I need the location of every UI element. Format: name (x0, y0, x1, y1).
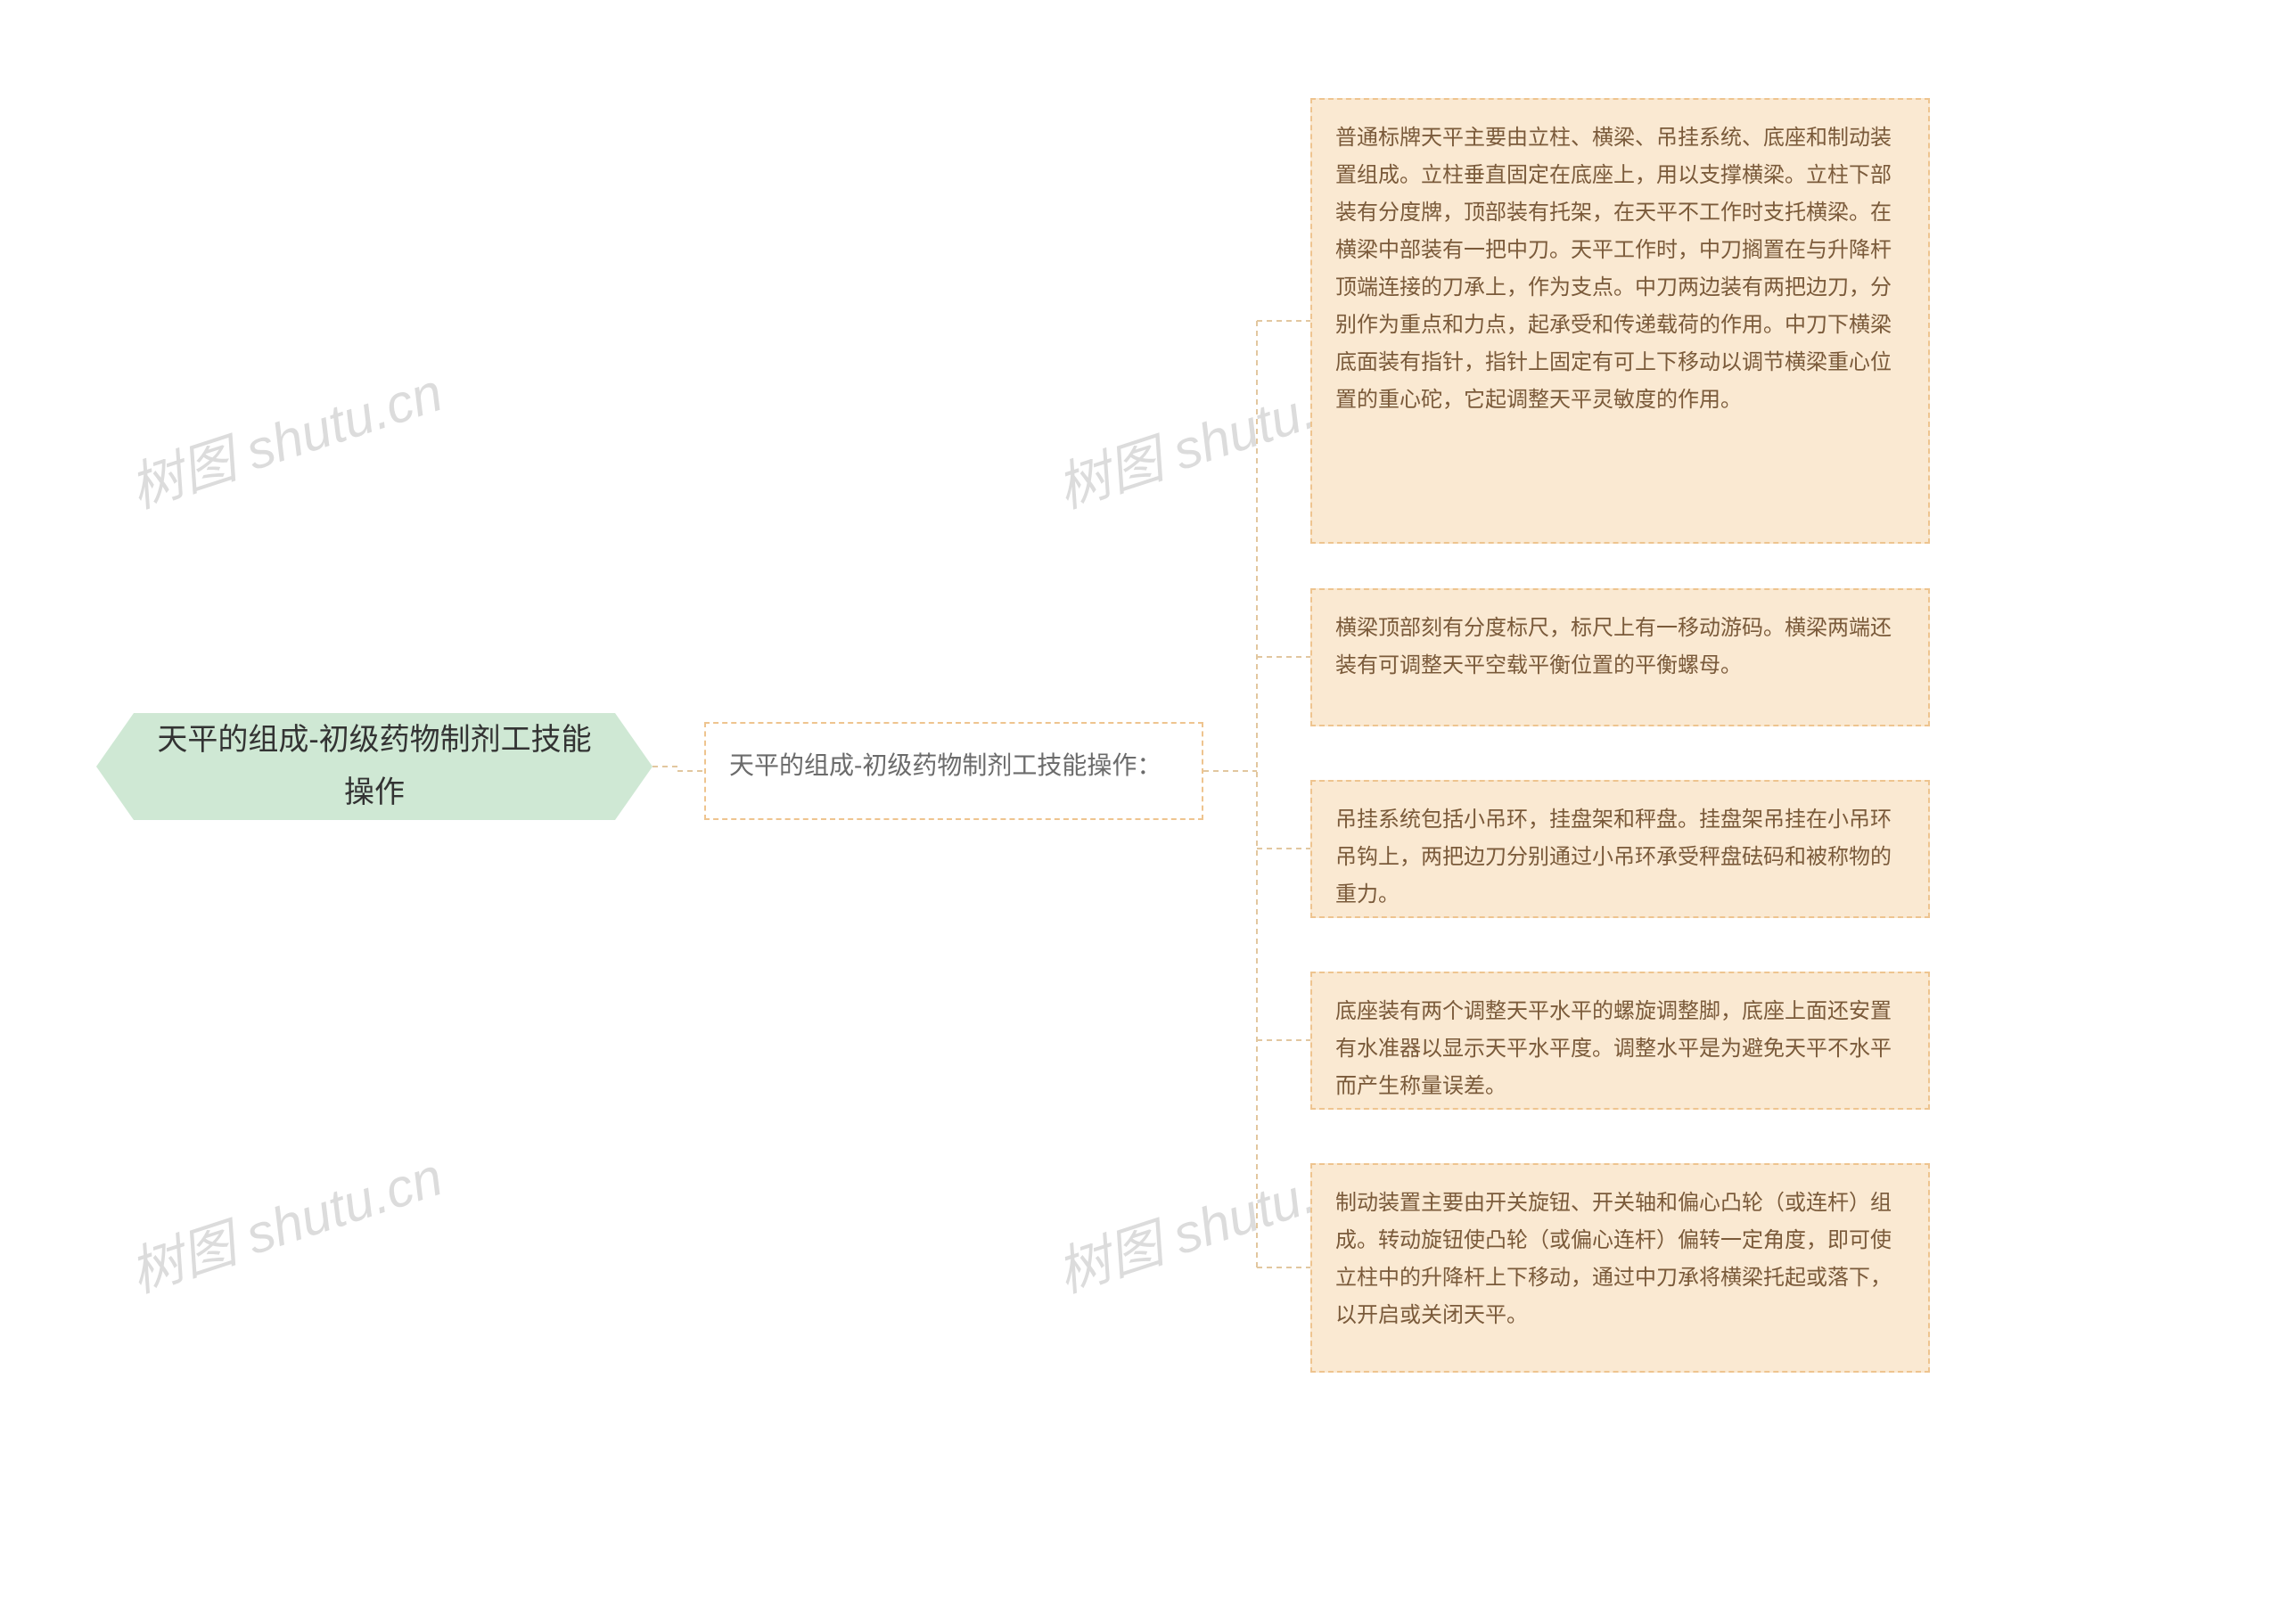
leaf-text: 底座装有两个调整天平水平的螺旋调整脚，底座上面还安置有水准器以显示天平水平度。调… (1335, 999, 1892, 1098)
watermark-2: 树图 shutu.cn (119, 1134, 451, 1308)
watermark-1: 树图 shutu.cn (119, 349, 451, 523)
leaf-node-3: 底座装有两个调整天平水平的螺旋调整脚，底座上面还安置有水准器以显示天平水平度。调… (1310, 972, 1930, 1110)
root-text: 天平的组成-初级药物制剂工技能操作 (152, 714, 597, 820)
root-node: 天平的组成-初级药物制剂工技能操作 (134, 713, 615, 820)
leaf-node-0: 普通标牌天平主要由立柱、横梁、吊挂系统、底座和制动装置组成。立柱垂直固定在底座上… (1310, 98, 1930, 544)
leaf-text: 普通标牌天平主要由立柱、横梁、吊挂系统、底座和制动装置组成。立柱垂直固定在底座上… (1335, 126, 1892, 412)
root-arrow-right (615, 713, 653, 820)
root-arrow-left (96, 713, 134, 820)
leaf-node-1: 横梁顶部刻有分度标尺，标尺上有一移动游码。横梁两端还装有可调整天平空载平衡位置的… (1310, 588, 1930, 726)
leaf-node-4: 制动装置主要由开关旋钮、开关轴和偏心凸轮（或连杆）组成。转动旋钮使凸轮（或偏心连… (1310, 1163, 1930, 1373)
leaf-text: 吊挂系统包括小吊环，挂盘架和秤盘。挂盘架吊挂在小吊环吊钩上，两把边刀分别通过小吊… (1335, 808, 1892, 906)
leaf-text: 制动装置主要由开关旋钮、开关轴和偏心凸轮（或连杆）组成。转动旋钮使凸轮（或偏心连… (1335, 1191, 1892, 1327)
leaf-node-2: 吊挂系统包括小吊环，挂盘架和秤盘。挂盘架吊挂在小吊环吊钩上，两把边刀分别通过小吊… (1310, 780, 1930, 918)
mid-text: 天平的组成-初级药物制剂工技能操作： (729, 751, 1162, 779)
mid-node: 天平的组成-初级药物制剂工技能操作： (704, 722, 1203, 820)
leaf-text: 横梁顶部刻有分度标尺，标尺上有一移动游码。横梁两端还装有可调整天平空载平衡位置的… (1335, 616, 1892, 677)
